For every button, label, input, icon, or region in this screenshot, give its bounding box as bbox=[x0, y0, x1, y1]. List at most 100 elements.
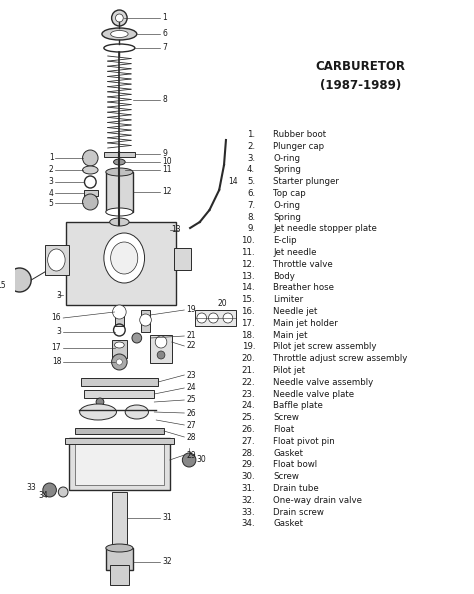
Text: 7: 7 bbox=[162, 43, 167, 52]
Text: 28.: 28. bbox=[241, 448, 255, 457]
Text: 1.: 1. bbox=[247, 130, 255, 139]
Text: 11: 11 bbox=[162, 166, 172, 175]
Text: Drain tube: Drain tube bbox=[273, 484, 319, 493]
Text: Body: Body bbox=[273, 271, 295, 280]
Ellipse shape bbox=[106, 544, 133, 552]
Text: 5.: 5. bbox=[247, 177, 255, 186]
Text: 32: 32 bbox=[162, 558, 172, 567]
Bar bbox=[65, 438, 173, 444]
Circle shape bbox=[111, 354, 127, 370]
Bar bbox=[106, 172, 133, 212]
Text: 17: 17 bbox=[52, 343, 61, 352]
Ellipse shape bbox=[114, 159, 125, 165]
Text: Spring: Spring bbox=[273, 165, 301, 175]
Text: (1987-1989): (1987-1989) bbox=[320, 78, 401, 91]
Text: Throttle adjust screw assembly: Throttle adjust screw assembly bbox=[273, 354, 408, 363]
Text: CARBURETOR: CARBURETOR bbox=[316, 61, 406, 74]
Circle shape bbox=[116, 14, 123, 22]
Text: 5: 5 bbox=[49, 198, 54, 207]
Ellipse shape bbox=[110, 242, 138, 274]
Bar bbox=[69, 438, 170, 490]
Text: 10.: 10. bbox=[241, 236, 255, 245]
Text: 19: 19 bbox=[186, 305, 196, 314]
Text: Gasket: Gasket bbox=[273, 448, 303, 457]
Text: 23.: 23. bbox=[241, 390, 255, 399]
Bar bbox=[111, 492, 127, 544]
Text: Gasket: Gasket bbox=[273, 519, 303, 529]
Text: 31.: 31. bbox=[241, 484, 255, 493]
Text: 1: 1 bbox=[49, 153, 54, 163]
Text: E-clip: E-clip bbox=[273, 236, 297, 245]
Bar bbox=[150, 335, 172, 363]
Circle shape bbox=[197, 313, 207, 323]
Bar bbox=[109, 565, 129, 585]
Text: 22.: 22. bbox=[241, 378, 255, 387]
Text: 16.: 16. bbox=[241, 307, 255, 316]
Text: 19.: 19. bbox=[242, 342, 255, 352]
Text: 34.: 34. bbox=[241, 519, 255, 529]
Ellipse shape bbox=[104, 233, 145, 283]
Text: 26: 26 bbox=[186, 409, 196, 418]
Text: Top cap: Top cap bbox=[273, 189, 306, 198]
Text: 3: 3 bbox=[56, 327, 61, 336]
Ellipse shape bbox=[109, 218, 129, 226]
Text: O-ring: O-ring bbox=[273, 154, 301, 163]
Circle shape bbox=[82, 194, 98, 210]
Text: 25.: 25. bbox=[241, 413, 255, 422]
Text: Float: Float bbox=[273, 425, 295, 434]
Text: Spring: Spring bbox=[273, 213, 301, 222]
Circle shape bbox=[140, 314, 151, 326]
Text: Float pivot pin: Float pivot pin bbox=[273, 437, 335, 446]
Bar bbox=[195, 310, 236, 326]
Ellipse shape bbox=[125, 405, 148, 419]
Text: 3: 3 bbox=[56, 290, 61, 299]
Bar bbox=[115, 308, 124, 326]
Text: 8.: 8. bbox=[247, 213, 255, 222]
Text: Main jet holder: Main jet holder bbox=[273, 319, 338, 328]
Text: 3.: 3. bbox=[247, 154, 255, 163]
Circle shape bbox=[182, 453, 196, 467]
Text: 30: 30 bbox=[197, 456, 207, 465]
Text: 33.: 33. bbox=[241, 508, 255, 517]
Text: 1: 1 bbox=[162, 14, 167, 23]
Text: O-ring: O-ring bbox=[273, 201, 301, 210]
Text: Pilot jet: Pilot jet bbox=[273, 366, 306, 375]
Bar bbox=[84, 190, 98, 196]
Circle shape bbox=[2, 270, 14, 282]
Text: Float bowl: Float bowl bbox=[273, 460, 318, 469]
Text: 18: 18 bbox=[52, 358, 61, 366]
Text: 26.: 26. bbox=[241, 425, 255, 434]
Text: Needle valve plate: Needle valve plate bbox=[273, 390, 355, 399]
Text: 31: 31 bbox=[162, 513, 172, 523]
Ellipse shape bbox=[115, 342, 124, 348]
Text: 14: 14 bbox=[228, 178, 237, 187]
Text: 13: 13 bbox=[172, 226, 182, 235]
Ellipse shape bbox=[106, 208, 133, 216]
Circle shape bbox=[58, 487, 68, 497]
Bar bbox=[81, 378, 158, 386]
Text: 28: 28 bbox=[186, 432, 196, 441]
Text: 32.: 32. bbox=[241, 496, 255, 505]
Circle shape bbox=[8, 268, 31, 292]
Text: Starter plunger: Starter plunger bbox=[273, 177, 339, 186]
Text: 13.: 13. bbox=[241, 271, 255, 280]
Text: 4: 4 bbox=[49, 188, 54, 197]
Text: 17.: 17. bbox=[241, 319, 255, 328]
Text: 24.: 24. bbox=[241, 402, 255, 410]
Text: Plunger cap: Plunger cap bbox=[273, 142, 325, 151]
Circle shape bbox=[82, 150, 98, 166]
Circle shape bbox=[157, 351, 165, 359]
Text: 27: 27 bbox=[186, 421, 196, 429]
Bar bbox=[45, 245, 69, 275]
Bar bbox=[75, 443, 164, 485]
Text: 29.: 29. bbox=[242, 460, 255, 469]
Bar bbox=[106, 548, 133, 570]
Text: Main jet: Main jet bbox=[273, 331, 308, 340]
Text: 3: 3 bbox=[49, 178, 54, 187]
Ellipse shape bbox=[80, 404, 117, 420]
Text: 7.: 7. bbox=[247, 201, 255, 210]
Text: 21: 21 bbox=[186, 331, 196, 340]
Circle shape bbox=[43, 483, 56, 497]
Text: Needle jet: Needle jet bbox=[273, 307, 318, 316]
Text: Screw: Screw bbox=[273, 472, 299, 481]
